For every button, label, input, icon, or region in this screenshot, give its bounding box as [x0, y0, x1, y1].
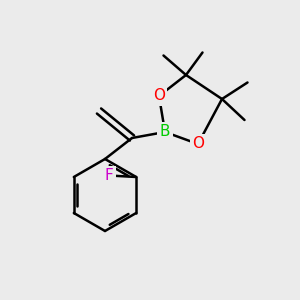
Text: O: O: [153, 88, 165, 104]
Text: F: F: [105, 168, 114, 183]
Text: B: B: [160, 124, 170, 140]
Text: O: O: [192, 136, 204, 152]
